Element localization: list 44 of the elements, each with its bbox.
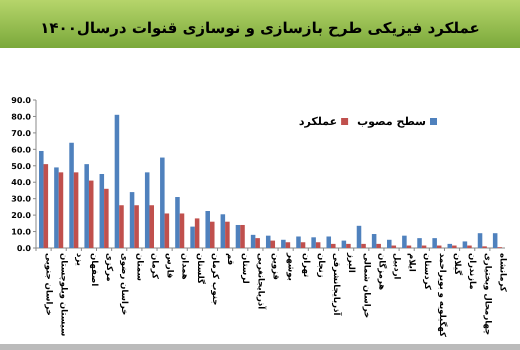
x-tick-label: گلستان [194, 253, 206, 284]
x-tick-label: آذربایجانغربی [255, 253, 268, 310]
x-tick-label: چهارمحال وبختیاری [482, 253, 492, 336]
x-tick-label: فارس [164, 253, 175, 278]
x-tick-label: کهگیلویه و بویراحمد [436, 253, 448, 338]
y-tick-label: 20.0 [11, 211, 32, 220]
x-tick-label: سیستان وبلوچستان [58, 253, 69, 336]
x-tick-label: خراسان رضوی [119, 253, 130, 316]
legend-label: عملکرد [298, 115, 338, 128]
x-tick-label: یزد [74, 253, 84, 266]
y-tick-label: 60.0 [11, 145, 32, 154]
x-tick-label: کردستان [422, 253, 432, 290]
x-tick-label: لرستان [240, 253, 250, 284]
x-tick-label: خراسان جنوبی [44, 253, 54, 316]
x-tick-label: اردبیل [392, 253, 402, 280]
x-tick-label: تهران [300, 253, 311, 278]
x-tick-label: کرمانشاه [497, 253, 508, 292]
y-tick-label: 90.0 [11, 96, 32, 105]
y-tick-label: 10.0 [11, 228, 32, 237]
x-tick-label: قم [225, 253, 236, 266]
x-tick-label: قزوین [270, 253, 280, 280]
y-tick-label: 30.0 [11, 194, 32, 204]
x-tick-label: مرکزی [104, 253, 114, 282]
x-tick-label: جنوب کرمان [210, 253, 220, 306]
x-tick-label: سمنان [134, 253, 144, 281]
legend-label: سطح مصوب [357, 115, 426, 128]
x-tick-label: اصفهان [88, 253, 99, 286]
y-tick-label: 40.0 [11, 178, 32, 188]
x-tick-label: ایلام [406, 253, 417, 272]
x-tick-label: البرز [346, 252, 356, 273]
x-tick-label: بوشهر [286, 252, 296, 281]
title: عملکرد فیزیکی طرح بازسازی و نوسازی قنوات درسال۱۴۰۰ [40, 19, 480, 37]
y-tick-label: 70.0 [11, 128, 32, 138]
x-tick-label: هرمزگان [376, 253, 388, 290]
x-tick-label: همدان [180, 253, 190, 280]
x-tick-label: زنجان [316, 253, 326, 278]
x-tick-label: کرمان [149, 253, 160, 279]
x-tick-label: گیلان [452, 253, 464, 276]
x-tick-label: آذربایجانشرقی [331, 253, 344, 316]
y-tick-label: 80.0 [11, 112, 32, 122]
y-tick-label: 0.0 [16, 244, 32, 253]
x-tick-label: مازندران [467, 253, 478, 290]
y-tick-label: 50.0 [11, 162, 32, 171]
x-tick-label: خراسان شمالی [361, 253, 372, 318]
